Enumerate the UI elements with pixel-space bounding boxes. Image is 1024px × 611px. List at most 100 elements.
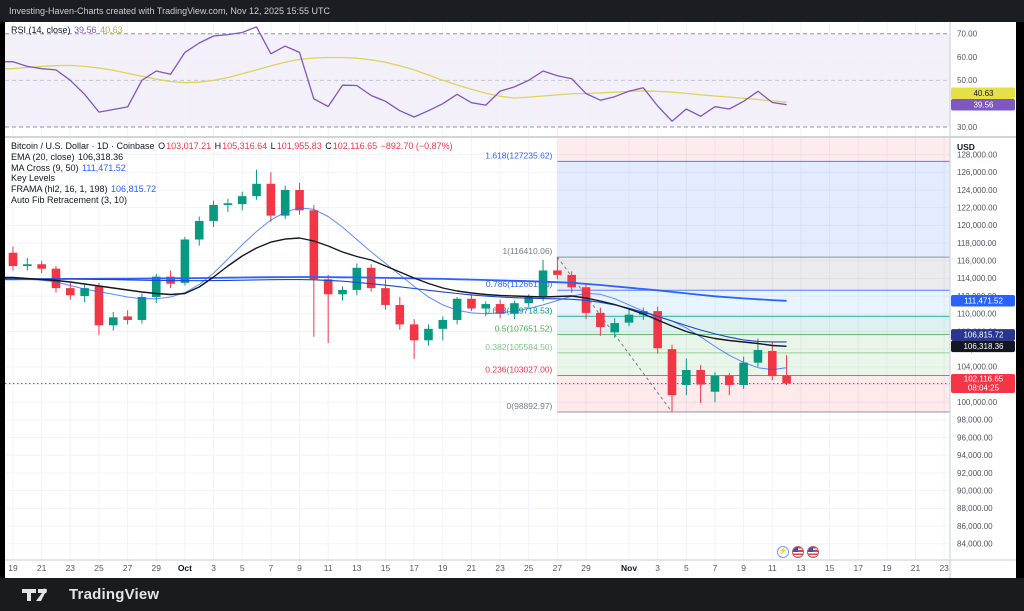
us-flag-reaction-icon[interactable] [807, 546, 819, 558]
legend-text: −892.70 (−0.87%) [380, 141, 453, 151]
bottom-bar: TradingView [0, 578, 1024, 611]
svg-text:39.56: 39.56 [973, 101, 994, 110]
legend-text: L [270, 141, 276, 151]
svg-text:23: 23 [495, 563, 505, 573]
svg-text:1(116410.06): 1(116410.06) [502, 246, 552, 256]
svg-text:5: 5 [240, 563, 245, 573]
svg-text:27: 27 [123, 563, 133, 573]
svg-text:15: 15 [381, 563, 391, 573]
svg-text:60.00: 60.00 [957, 53, 978, 62]
svg-text:29: 29 [152, 563, 162, 573]
legend-row[interactable]: Key Levels [11, 173, 454, 184]
svg-text:29: 29 [581, 563, 591, 573]
svg-text:1.618(127235.62): 1.618(127235.62) [485, 150, 552, 160]
svg-text:27: 27 [553, 563, 563, 573]
lightning-reaction-icon[interactable]: ⚡ [777, 546, 789, 558]
svg-text:25: 25 [524, 563, 534, 573]
legend-text: Bitcoin / U.S. Dollar · 1D · Coinbase [11, 141, 158, 151]
svg-text:30.00: 30.00 [957, 123, 978, 132]
svg-text:0.382(105584.50): 0.382(105584.50) [485, 342, 552, 352]
legend-row[interactable]: Auto Fib Retracement (3, 10) [11, 195, 454, 206]
svg-text:120,000.00: 120,000.00 [957, 221, 998, 230]
svg-text:Oct: Oct [178, 563, 192, 573]
svg-text:84,000.00: 84,000.00 [957, 540, 993, 549]
legend-text: Key Levels [11, 173, 56, 184]
legend-text: 103,017.21 [166, 141, 214, 151]
svg-text:98,000.00: 98,000.00 [957, 416, 993, 425]
svg-text:0(98892.97): 0(98892.97) [507, 401, 553, 411]
svg-text:50.00: 50.00 [957, 76, 978, 85]
svg-text:3: 3 [211, 563, 216, 573]
legend-row[interactable]: Bitcoin / U.S. Dollar · 1D · Coinbase O1… [11, 141, 454, 152]
svg-text:94,000.00: 94,000.00 [957, 451, 993, 460]
legend-text: RSI (14, close) [11, 25, 74, 35]
svg-text:9: 9 [297, 563, 302, 573]
legend-text: 111,471.52 [82, 162, 126, 173]
legend-text: 101,955.83 [276, 141, 325, 151]
legend-text: 106,815.72 [111, 184, 157, 195]
legend-text: 39.56 [74, 25, 100, 35]
svg-text:11: 11 [324, 563, 333, 573]
svg-text:19: 19 [882, 563, 892, 573]
svg-text:19: 19 [438, 563, 448, 573]
svg-text:5: 5 [684, 563, 689, 573]
svg-text:40.63: 40.63 [973, 89, 994, 98]
svg-text:0.236(103027.00): 0.236(103027.00) [485, 364, 552, 374]
svg-text:110,000.00: 110,000.00 [957, 310, 997, 319]
svg-text:70.00: 70.00 [957, 30, 978, 39]
rsi-pane-legend[interactable]: RSI (14, close) 39.56 40.63 [11, 25, 124, 36]
svg-text:USD: USD [957, 142, 975, 152]
price-pane-legend[interactable]: Bitcoin / U.S. Dollar · 1D · Coinbase O1… [11, 141, 454, 206]
legend-text: MA Cross (9, 50) [11, 162, 82, 173]
emoji-reactions[interactable]: ⚡ [777, 546, 819, 558]
legend-row[interactable]: MA Cross (9, 50) 111,471.52 [11, 163, 454, 174]
legend-text: 106,318.36 [78, 151, 124, 162]
svg-text:25: 25 [94, 563, 104, 573]
legend-text: EMA (20, close) [11, 151, 78, 162]
svg-text:102,116.65: 102,116.65 [964, 375, 1004, 384]
legend-text: 102,116.65 [332, 141, 380, 151]
svg-text:17: 17 [853, 563, 863, 573]
legend-text: C [325, 141, 332, 151]
svg-text:21: 21 [911, 563, 921, 573]
svg-text:128,000.00: 128,000.00 [957, 150, 998, 159]
svg-text:11: 11 [768, 563, 777, 573]
svg-text:104,000.00: 104,000.00 [957, 363, 998, 372]
svg-text:3: 3 [655, 563, 660, 573]
svg-text:17: 17 [409, 563, 419, 573]
legend-text: FRAMA (hl2, 16, 1, 198) [11, 184, 111, 195]
svg-text:23: 23 [939, 563, 949, 573]
svg-text:86,000.00: 86,000.00 [957, 522, 993, 531]
svg-text:118,000.00: 118,000.00 [957, 239, 997, 248]
legend-row[interactable]: FRAMA (hl2, 16, 1, 198) 106,815.72 [11, 184, 454, 195]
svg-text:13: 13 [352, 563, 362, 573]
svg-text:116,000.00: 116,000.00 [957, 257, 997, 266]
svg-text:100,000.00: 100,000.00 [957, 398, 998, 407]
us-flag-reaction-icon[interactable] [792, 546, 804, 558]
svg-text:111,471.52: 111,471.52 [964, 297, 1003, 306]
svg-text:122,000.00: 122,000.00 [957, 203, 998, 212]
svg-text:Nov: Nov [621, 563, 637, 573]
svg-text:0.786(112661.40): 0.786(112661.40) [486, 279, 553, 289]
svg-text:90,000.00: 90,000.00 [957, 486, 993, 495]
svg-text:92,000.00: 92,000.00 [957, 469, 993, 478]
legend-row[interactable]: EMA (20, close) 106,318.36 [11, 152, 454, 163]
svg-text:21: 21 [37, 563, 47, 573]
tradingview-logo [22, 588, 47, 601]
svg-text:106,815.72: 106,815.72 [963, 331, 1004, 340]
legend-row[interactable]: RSI (14, close) 39.56 40.63 [11, 25, 124, 36]
svg-text:96,000.00: 96,000.00 [957, 433, 993, 442]
legend-text: O [158, 141, 166, 151]
svg-text:15: 15 [825, 563, 835, 573]
svg-text:126,000.00: 126,000.00 [957, 168, 998, 177]
legend-text: Auto Fib Retracement (3, 10) [11, 194, 128, 205]
svg-text:9: 9 [741, 563, 746, 573]
svg-text:13: 13 [796, 563, 806, 573]
svg-text:124,000.00: 124,000.00 [957, 186, 998, 195]
top-bar: Investing-Haven-Charts created with Trad… [0, 0, 1024, 22]
svg-text:23: 23 [66, 563, 76, 573]
svg-text:106,318.36: 106,318.36 [963, 342, 1004, 351]
snapshot-title: Investing-Haven-Charts created with Trad… [9, 6, 330, 16]
legend-text: 40.63 [100, 25, 123, 35]
